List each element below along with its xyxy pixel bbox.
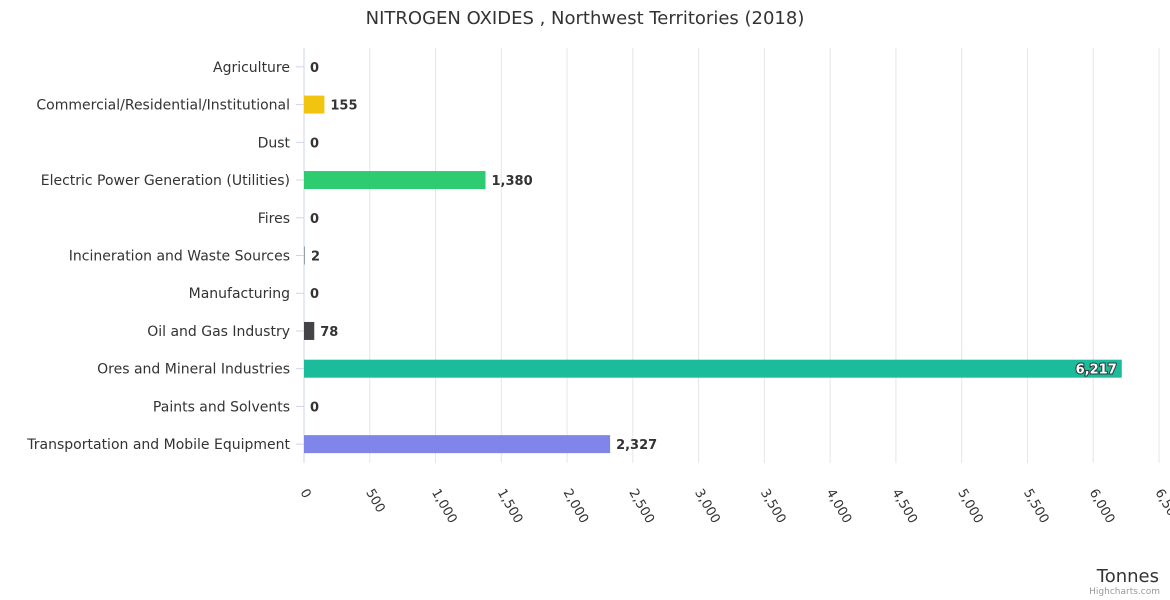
bar[interactable]: [304, 171, 486, 190]
bar[interactable]: [304, 359, 1122, 378]
data-label: 0: [310, 400, 319, 415]
data-label: 0: [310, 61, 319, 76]
data-label: 6,217: [1076, 363, 1117, 378]
x-tick-label: 3,000: [691, 487, 723, 527]
category-label: Ores and Mineral Industries: [97, 362, 290, 378]
category-label: Incineration and Waste Sources: [69, 249, 290, 265]
x-tick-label: 0: [297, 487, 314, 502]
data-label: 0: [310, 287, 319, 302]
data-label: 0: [310, 212, 319, 227]
x-tick-label: 4,500: [888, 487, 920, 527]
category-label: Transportation and Mobile Equipment: [26, 437, 290, 453]
bar[interactable]: [304, 246, 305, 265]
category-label: Manufacturing: [189, 286, 290, 302]
category-label: Fires: [258, 211, 290, 227]
x-tick-label: 6,500: [1152, 487, 1170, 527]
chart-title: NITROGEN OXIDES , Northwest Territories …: [366, 8, 805, 29]
x-axis-tick-labels: 0 500 1,000 1,500 2,000 2,500 3,000 3,500 4,000 4…: [297, 487, 1170, 527]
data-label: 155: [330, 99, 357, 114]
category-label: Dust: [258, 135, 291, 151]
bar[interactable]: [304, 95, 325, 114]
category-label: Oil and Gas Industry: [147, 324, 290, 340]
data-label: 2: [311, 250, 320, 265]
data-labels: 0 155 0 1,380 0 2 0 78 6,217 0 2,327: [310, 61, 1118, 453]
x-axis-title: Tonnes: [1096, 566, 1159, 587]
bar[interactable]: [304, 321, 315, 340]
category-labels: Agriculture Commercial/Residential/Instit…: [26, 60, 290, 453]
x-tick-label: 2,000: [560, 487, 592, 527]
category-label: Agriculture: [213, 60, 290, 76]
data-label: 0: [310, 136, 319, 151]
x-tick-label: 5,000: [954, 487, 986, 527]
x-tick-label: 2,500: [625, 487, 657, 527]
x-tick-label: 4,000: [823, 487, 855, 527]
credits-link[interactable]: Highcharts.com: [1089, 587, 1160, 597]
category-label: Commercial/Residential/Institutional: [36, 98, 290, 114]
x-tick-label: 1,500: [494, 487, 526, 527]
bar[interactable]: [304, 435, 611, 454]
data-label: 1,380: [492, 174, 533, 189]
x-tick-label: 5,500: [1020, 487, 1052, 527]
grid-lines: [296, 48, 1160, 463]
x-tick-label: 1,000: [428, 487, 460, 527]
bars: [304, 95, 1122, 454]
x-tick-label: 6,000: [1086, 487, 1118, 527]
x-tick-label: 3,500: [757, 487, 789, 527]
category-label: Electric Power Generation (Utilities): [41, 173, 290, 189]
data-label: 78: [320, 325, 338, 340]
x-tick-label: 500: [362, 487, 387, 516]
category-label: Paints and Solvents: [153, 399, 290, 415]
data-label: 2,327: [616, 438, 657, 453]
